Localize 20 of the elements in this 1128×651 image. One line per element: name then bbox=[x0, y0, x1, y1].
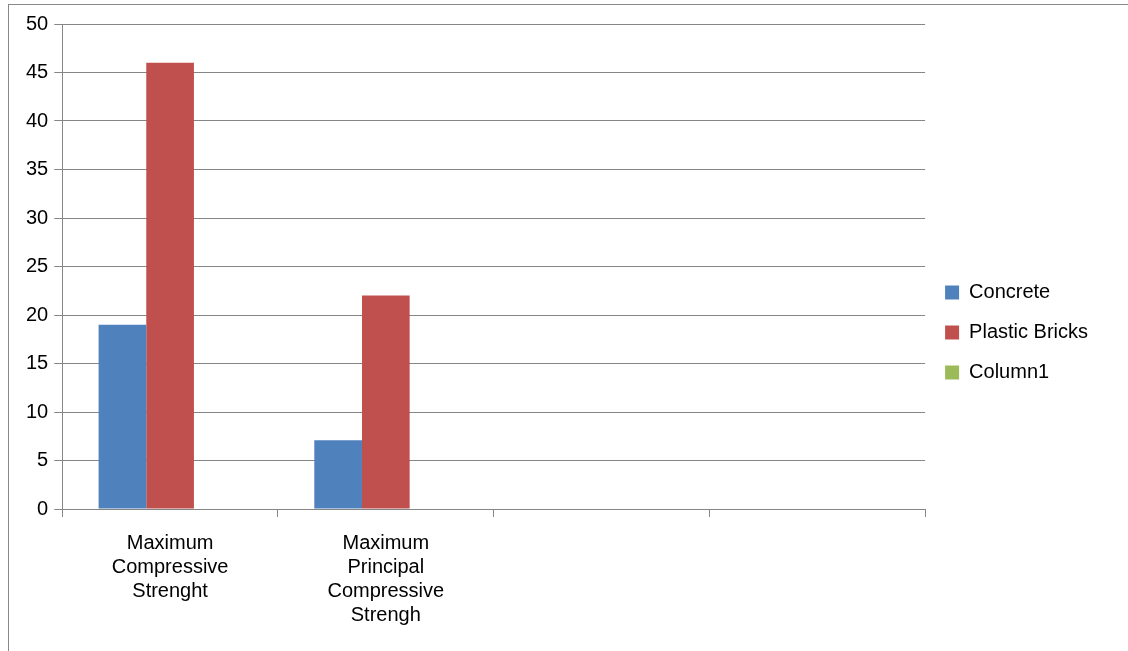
legend-label: Concrete bbox=[969, 280, 1051, 303]
x-tick-label: Maximum Compressive Strenght bbox=[111, 530, 229, 601]
bar bbox=[146, 62, 194, 509]
legend-label: Plastic Bricks bbox=[969, 320, 1088, 343]
legend-label: Column1 bbox=[969, 360, 1050, 383]
y-tick-label: 45 bbox=[26, 60, 49, 83]
x-tick-label: Maximum Principal Compressive Strengh bbox=[327, 530, 445, 625]
y-tick-label: 10 bbox=[26, 399, 49, 422]
y-tick-label: 40 bbox=[26, 108, 49, 131]
y-tick-label: 25 bbox=[26, 254, 49, 277]
y-tick-label: 50 bbox=[26, 11, 49, 34]
bar bbox=[314, 440, 362, 509]
y-tick-label: 5 bbox=[37, 448, 49, 471]
bar bbox=[98, 324, 147, 509]
y-tick-label: 30 bbox=[26, 205, 49, 228]
y-tick-label: 35 bbox=[26, 157, 49, 180]
y-tick-label: 15 bbox=[26, 351, 49, 374]
y-tick-label: 20 bbox=[26, 302, 49, 325]
bar bbox=[361, 295, 410, 509]
y-tick-label: 0 bbox=[37, 496, 49, 519]
